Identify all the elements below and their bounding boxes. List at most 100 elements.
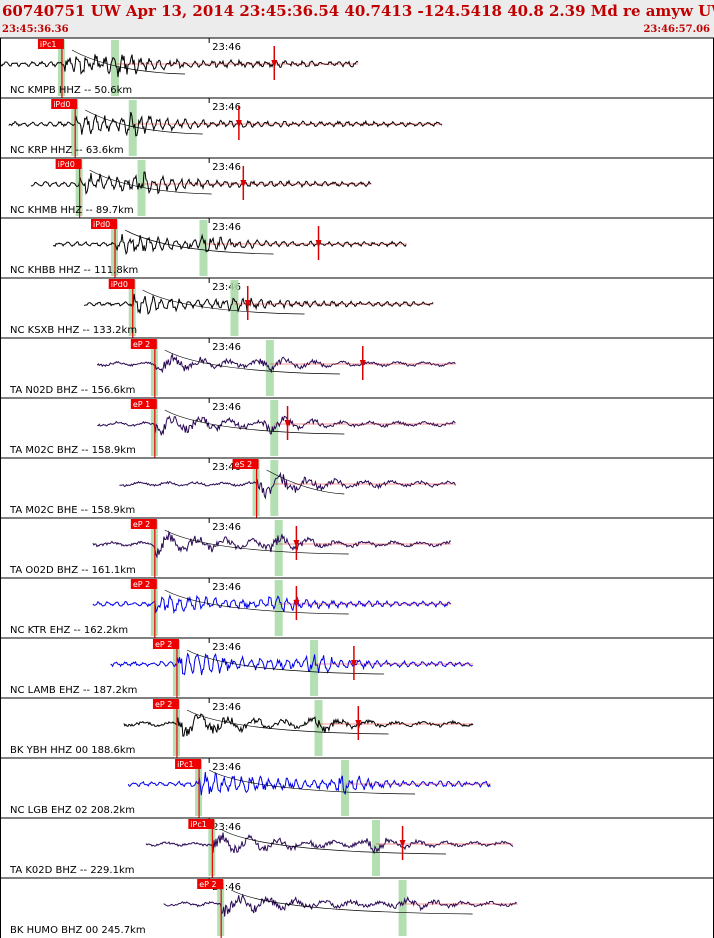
s-window [199, 220, 208, 276]
amplitude-marker-head [315, 240, 322, 248]
s-window [128, 100, 137, 156]
pick-flag-label: iPd0 [53, 100, 70, 109]
minute-tick-label: 23:46 [212, 342, 241, 353]
station-label: NC KRP HHZ -- 63.6km [10, 145, 124, 156]
station-label: TA O02D BHZ -- 161.1km [9, 565, 136, 576]
trace-panel: 23:46 iPd0 NC KHMB HHZ -- 89.7km [0, 157, 714, 218]
station-label: NC KHMB HHZ -- 89.7km [10, 205, 134, 216]
trace-panel: 23:46 eP 1 TA M02C BHZ -- 158.9km [0, 397, 714, 458]
minute-tick-label: 23:46 [212, 222, 241, 233]
waveform [0, 54, 359, 78]
minute-tick-label: 23:46 [212, 42, 241, 53]
station-label: NC LGB EHZ 02 208.2km [10, 805, 135, 816]
s-window [314, 700, 323, 756]
station-label: NC KSXB HHZ -- 133.2km [10, 325, 137, 336]
waveform [53, 233, 407, 256]
pick-flag [55, 159, 82, 169]
event-title: 60740751 UW Apr 13, 2014 23:45:36.54 40.… [2, 2, 714, 20]
minute-tick-label: 23:46 [212, 582, 241, 593]
amplitude-marker-head [240, 180, 247, 188]
minute-tick-label: 23:46 [212, 282, 241, 293]
pick-flag [108, 279, 135, 289]
pick-flag-label: eP 2 [133, 580, 150, 589]
minute-tick-label: 23:46 [212, 402, 241, 413]
pick-flag-label: eP 2 [133, 520, 150, 529]
coda-envelope [71, 49, 186, 75]
pick-flag [175, 759, 202, 769]
station-label: BK HUMO BHZ 00 245.7km [10, 925, 146, 936]
station-label: NC KHBB HHZ -- 111.8km [10, 265, 138, 276]
s-window [341, 760, 350, 816]
coda-envelope [85, 109, 203, 135]
waveform [96, 352, 456, 374]
trace-panel: 23:46 iPd0 NC KHBB HHZ -- 111.8km [0, 217, 714, 278]
station-label: TA M02C BHZ -- 158.9km [9, 445, 136, 456]
s-window [310, 640, 319, 696]
waveform [92, 530, 452, 559]
waveform [8, 111, 443, 137]
pick-flag-label: iPc1 [177, 760, 194, 769]
pick-flag-label: iPd0 [58, 160, 75, 169]
pick-flag-label: iPc1 [40, 40, 57, 49]
pick-flag-label: eP 2 [199, 880, 216, 889]
amplitude-marker-head [293, 540, 300, 548]
minute-tick-label: 23:46 [212, 642, 241, 653]
waveform [163, 893, 518, 917]
pick-flag-label: iPd0 [93, 220, 110, 229]
s-window [137, 160, 146, 216]
coda-envelope [164, 349, 340, 375]
pick-flag [130, 339, 157, 349]
coda-envelope [266, 469, 345, 495]
minute-tick-label: 23:46 [212, 762, 241, 773]
station-label: BK YBH HHZ 00 188.6km [10, 745, 135, 756]
amplitude-marker-head [350, 660, 357, 668]
waveform [92, 594, 452, 615]
amplitude-marker-head [271, 60, 278, 68]
minute-tick-label: 23:46 [212, 462, 241, 473]
end-time: 23:46:57.06 [643, 24, 710, 35]
pick-flag-label: eP 2 [155, 640, 172, 649]
station-label: TA M02C BHE -- 158.9km [9, 505, 135, 516]
coda-envelope [231, 889, 473, 915]
trace-panel: 23:46 eP 2 NC KTR EHZ -- 162.2km [0, 577, 714, 638]
amplitude-marker-head [235, 120, 242, 128]
trace-panel: 23:46 iPd0 NC KRP HHZ -- 63.6km [0, 97, 714, 158]
start-time: 23:45:36.36 [2, 24, 69, 35]
pick-flag [91, 219, 118, 229]
pick-flag [51, 99, 78, 109]
trace-panel: 23:46 iPc1 NC LGB EHZ 02 208.2km [0, 757, 714, 818]
coda-envelope [164, 589, 349, 615]
waveform [127, 771, 491, 796]
s-window [111, 40, 120, 96]
coda-envelope [186, 649, 385, 675]
pick-flag [152, 699, 179, 709]
trace-panel: 23:46 iPd0 NC KSXB HHZ -- 133.2km [0, 277, 714, 338]
trace-panel: 23:46 iPc1 TA K02D BHZ -- 229.1km [0, 817, 714, 878]
pick-flag [130, 519, 157, 529]
pick-flag-label: eP 2 [155, 700, 172, 709]
amplitude-marker-head [244, 300, 251, 308]
pick-flag [130, 579, 157, 589]
minute-tick-label: 23:46 [212, 162, 241, 173]
minute-tick-label: 23:46 [212, 522, 241, 533]
pick-flag-label: eP 1 [133, 400, 150, 409]
amplitude-marker-head [355, 720, 362, 728]
amplitude-marker-head [359, 360, 366, 368]
trace-panel: 23:46 eP 2 TA N02D BHZ -- 156.6km [0, 337, 714, 398]
station-label: TA K02D BHZ -- 229.1km [9, 865, 134, 876]
coda-envelope [186, 709, 389, 735]
coda-envelope [164, 409, 345, 435]
trace-panel: 23:46 iPc1 NC KMPB HHZ -- 50.6km [0, 37, 714, 98]
pick-flag-label: eS 2 [235, 460, 253, 469]
amplitude-marker-head [293, 600, 300, 608]
station-label: NC KTR EHZ -- 162.2km [10, 625, 128, 636]
pick-flag [37, 39, 64, 49]
pick-flag-label: eP 2 [133, 340, 150, 349]
station-label: NC LAMB EHZ -- 187.2km [10, 685, 137, 696]
s-window [274, 520, 283, 576]
s-window [398, 880, 407, 936]
pick-flag [152, 639, 179, 649]
minute-tick-label: 23:46 [212, 882, 241, 893]
waveform [30, 171, 372, 195]
